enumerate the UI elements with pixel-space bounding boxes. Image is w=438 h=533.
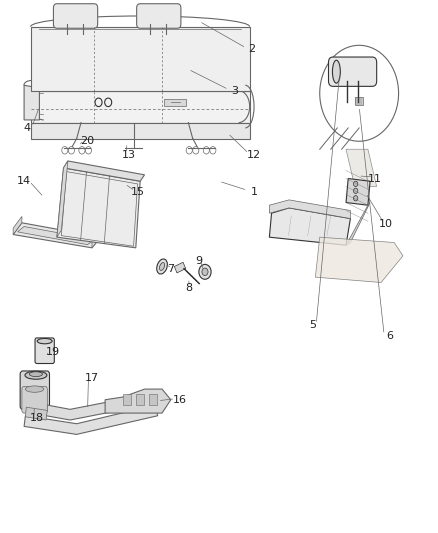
Text: 11: 11 [367, 174, 381, 183]
FancyBboxPatch shape [328, 57, 377, 86]
Polygon shape [136, 394, 144, 405]
Text: 17: 17 [85, 374, 99, 383]
Text: 8: 8 [185, 283, 192, 293]
Polygon shape [269, 208, 350, 245]
Text: 9: 9 [196, 256, 203, 266]
Polygon shape [31, 123, 250, 139]
Text: 2: 2 [248, 44, 255, 54]
FancyBboxPatch shape [53, 4, 98, 28]
Polygon shape [269, 200, 350, 219]
Circle shape [353, 188, 358, 193]
Text: 5: 5 [310, 320, 317, 330]
Polygon shape [164, 99, 186, 106]
Polygon shape [64, 161, 145, 181]
Polygon shape [13, 216, 22, 235]
Text: 15: 15 [131, 187, 145, 197]
Circle shape [202, 268, 208, 276]
Circle shape [353, 196, 358, 201]
Polygon shape [18, 227, 94, 245]
Polygon shape [346, 149, 377, 187]
Circle shape [353, 181, 358, 187]
Text: 12: 12 [247, 150, 261, 159]
Polygon shape [174, 262, 186, 273]
Polygon shape [31, 91, 250, 123]
Polygon shape [25, 407, 47, 420]
Ellipse shape [159, 263, 165, 270]
Text: 1: 1 [251, 187, 258, 197]
Polygon shape [24, 85, 39, 120]
FancyBboxPatch shape [20, 371, 49, 409]
Polygon shape [149, 394, 157, 405]
Polygon shape [346, 203, 370, 245]
Ellipse shape [25, 371, 47, 379]
Text: 10: 10 [378, 219, 392, 229]
Polygon shape [92, 231, 101, 248]
Polygon shape [57, 161, 68, 237]
FancyBboxPatch shape [137, 4, 181, 28]
Circle shape [199, 264, 211, 279]
Text: 18: 18 [30, 414, 44, 423]
FancyBboxPatch shape [22, 386, 47, 413]
Text: 16: 16 [173, 395, 187, 405]
FancyBboxPatch shape [35, 338, 54, 364]
Text: 6: 6 [386, 331, 393, 341]
Text: 20: 20 [81, 136, 95, 146]
Text: 4: 4 [24, 123, 31, 133]
Polygon shape [57, 168, 140, 248]
Polygon shape [46, 401, 158, 420]
Text: 13: 13 [122, 150, 136, 159]
Ellipse shape [29, 372, 42, 376]
Ellipse shape [37, 338, 52, 344]
Polygon shape [315, 237, 403, 282]
Ellipse shape [157, 259, 167, 274]
Polygon shape [31, 27, 250, 91]
Text: 3: 3 [231, 86, 238, 95]
Polygon shape [346, 179, 370, 205]
Text: 19: 19 [46, 347, 60, 357]
Text: 7: 7 [167, 264, 174, 274]
Bar [355, 97, 363, 105]
Polygon shape [13, 223, 101, 248]
Ellipse shape [332, 60, 340, 83]
Polygon shape [24, 405, 158, 434]
Polygon shape [105, 389, 171, 413]
Ellipse shape [25, 386, 44, 392]
Text: 14: 14 [17, 176, 31, 186]
Polygon shape [123, 394, 131, 405]
